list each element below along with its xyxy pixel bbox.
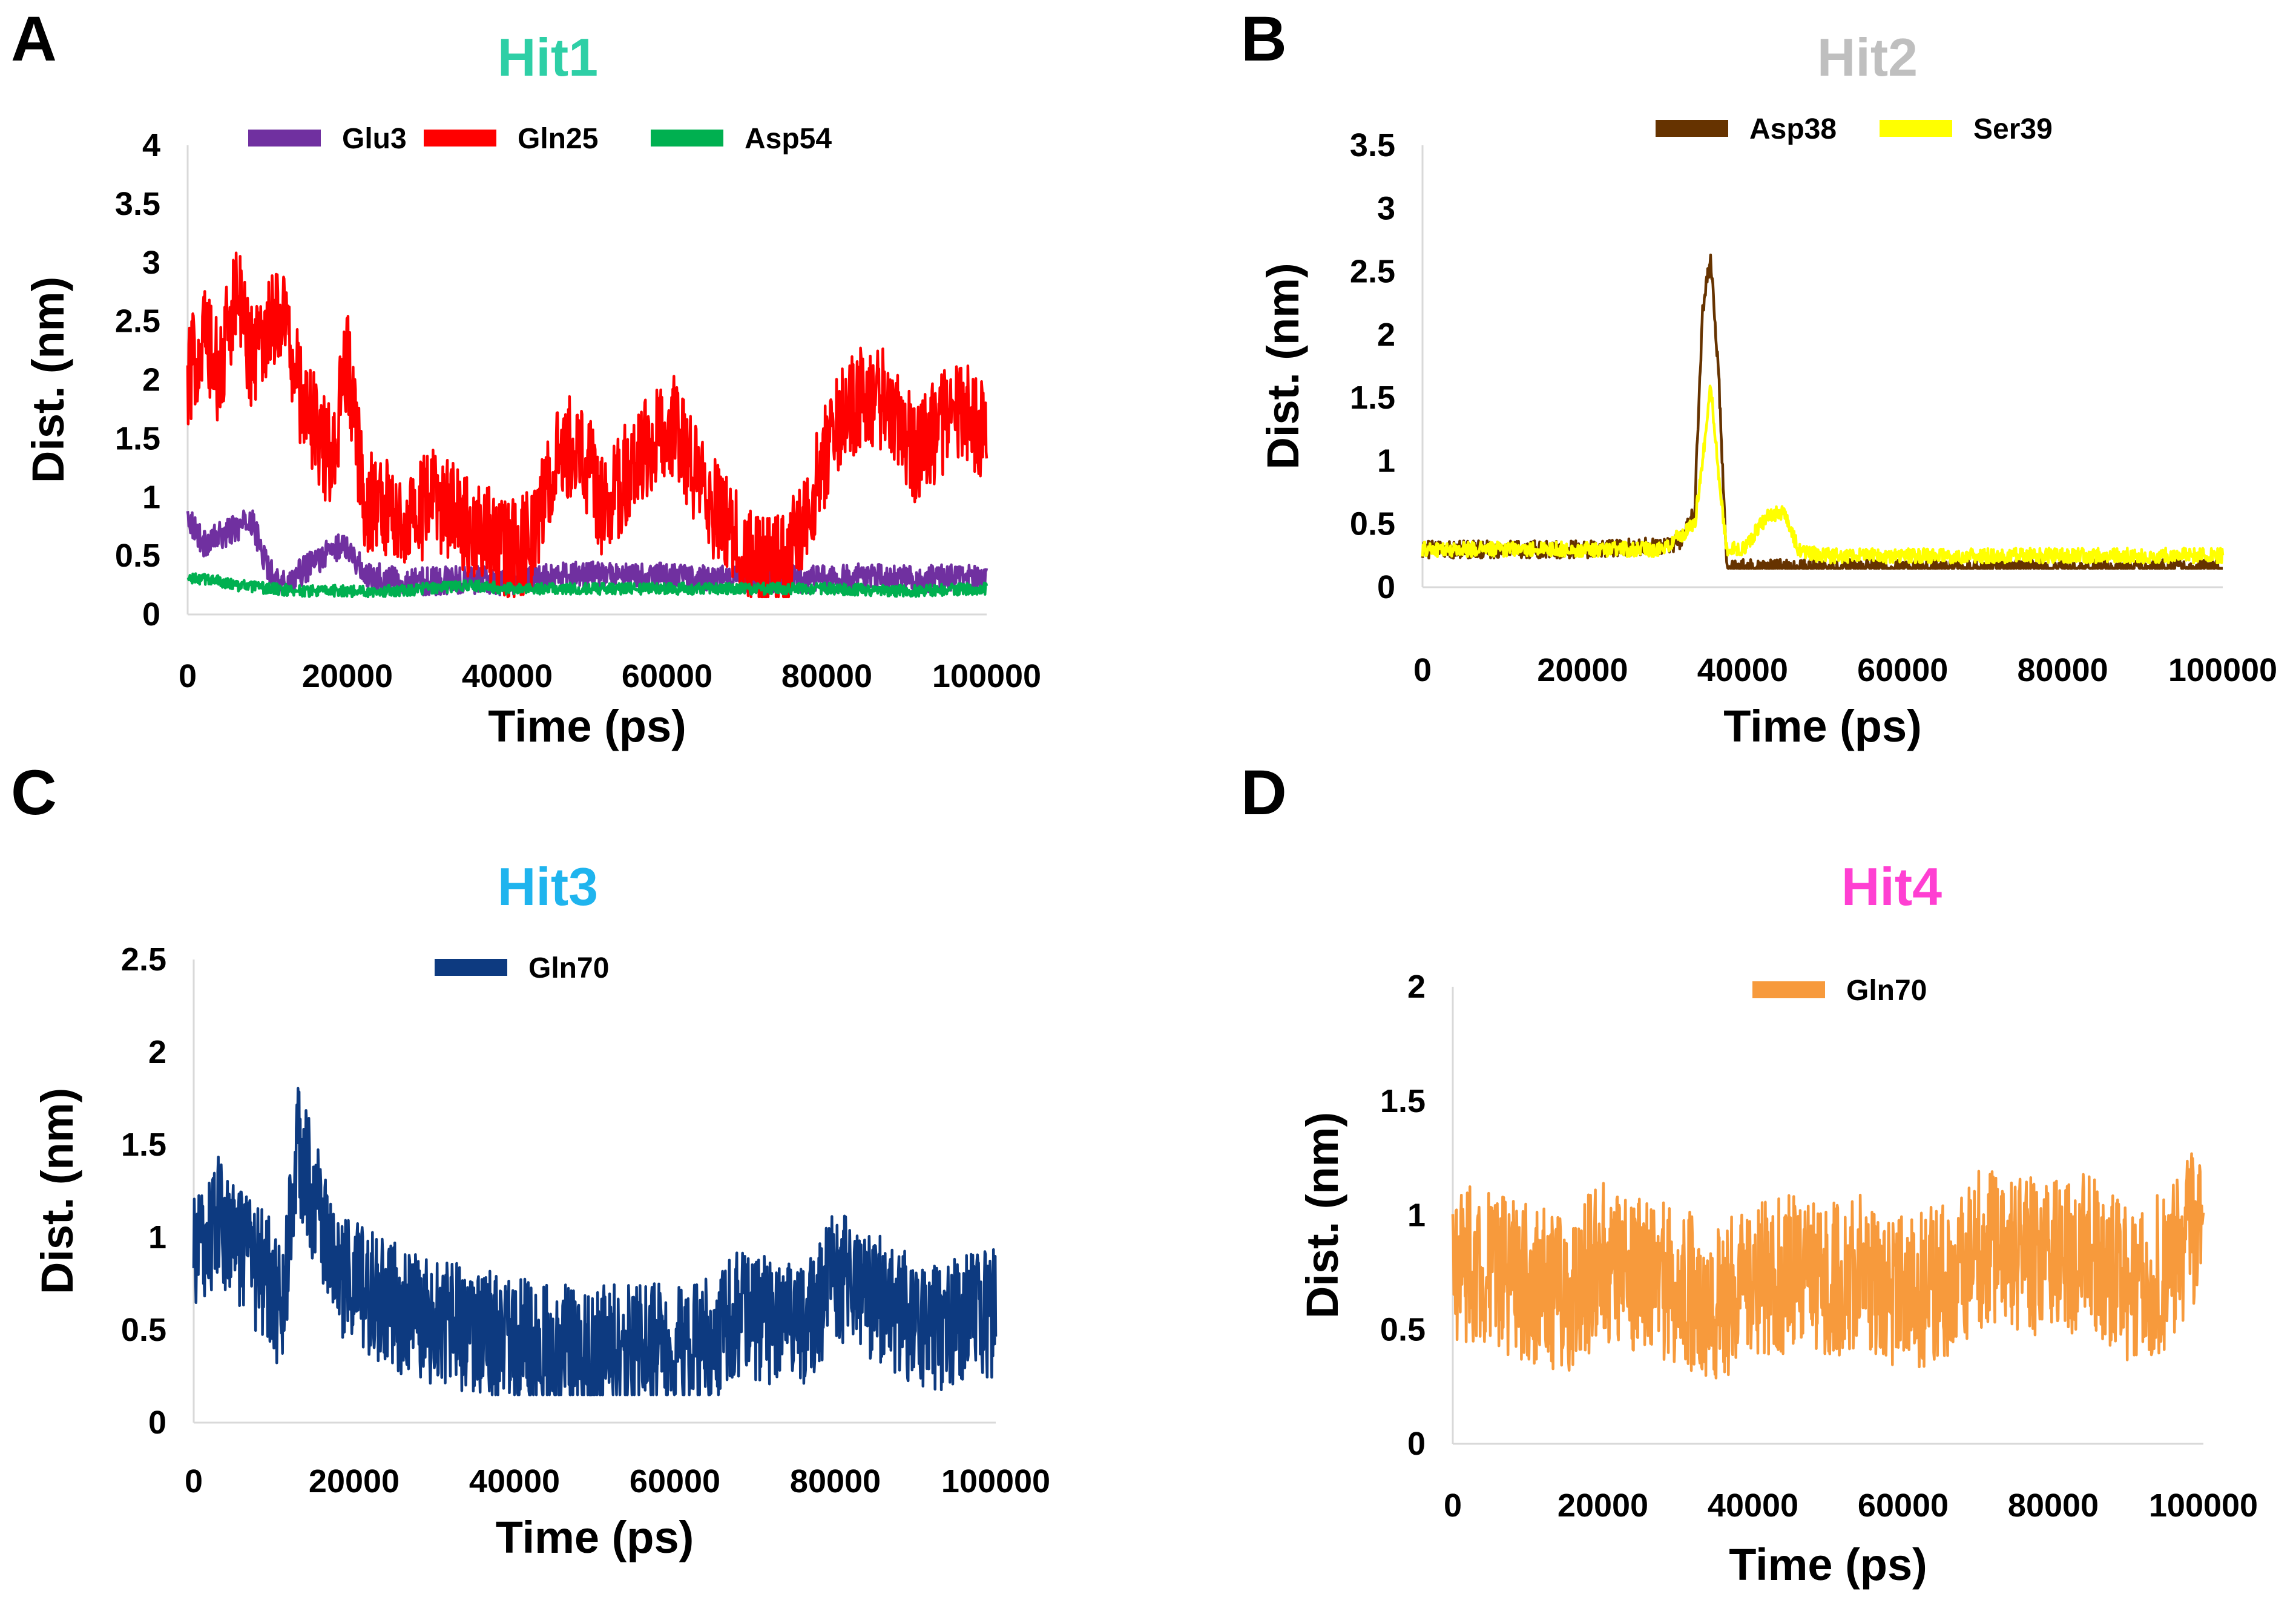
x-tick-label: 100000 (2149, 1487, 2258, 1524)
legend-swatch (435, 959, 507, 976)
y-tick-label: 3.5 (115, 186, 160, 222)
y-tick-label: 0 (1407, 1426, 1426, 1462)
x-tick-label: 60000 (630, 1463, 720, 1500)
y-tick-label: 2 (142, 362, 160, 398)
y-tick-label: 2 (148, 1034, 166, 1070)
y-tick-label: 2 (1377, 317, 1395, 353)
series-line-gln70 (192, 1087, 998, 1397)
chart-title: Hit1 (498, 27, 598, 87)
x-tick-label: 40000 (1697, 652, 1788, 688)
y-tick-label: 2.5 (1350, 254, 1395, 290)
x-tick-label: 20000 (302, 658, 393, 694)
panel-letter: B (1241, 4, 1287, 74)
y-tick-label: 2.5 (115, 303, 160, 340)
panel-c: C Hit3 0 0.5 1 1.5 2 2.5 0 20000 40000 60000 80000 10… (11, 757, 1050, 1562)
x-tick-label: 40000 (462, 658, 553, 694)
x-tick-label: 20000 (1558, 1487, 1648, 1524)
x-tick-label: 0 (1413, 652, 1432, 688)
x-axis-title: Time (ps) (1729, 1539, 1927, 1590)
panel-letter: D (1241, 757, 1287, 828)
x-tick-label: 100000 (941, 1463, 1050, 1500)
x-tick-label: 60000 (1858, 1487, 1949, 1524)
y-tick-label: 2.5 (121, 941, 166, 978)
y-axis-title: Dist. (nm) (1297, 1112, 1347, 1319)
y-tick-label: 4 (142, 127, 160, 163)
x-tick-label: 0 (185, 1463, 203, 1500)
legend-swatch (1656, 120, 1728, 137)
x-tick-label: 80000 (781, 658, 872, 694)
panel-a: A Hit1 0 0.5 1 1.5 2 2.5 3 3.5 4 0 20000 40000 60000 80… (11, 4, 1041, 751)
series-line-gln70 (1451, 1152, 2205, 1380)
legend-swatch (248, 130, 321, 147)
legend-label: Asp38 (1749, 113, 1837, 145)
legend-label: Gln70 (1846, 975, 1927, 1007)
series-line-glu3 (186, 509, 988, 597)
x-tick-label: 80000 (790, 1463, 881, 1500)
legend-label: Ser39 (1973, 113, 2053, 145)
y-axis-title: Dist. (nm) (23, 277, 73, 483)
y-tick-label: 0 (142, 596, 160, 633)
y-tick-label: 0.5 (1350, 506, 1395, 542)
y-tick-label: 0.5 (121, 1312, 166, 1348)
legend-swatch (651, 130, 723, 147)
y-tick-label: 0.5 (1380, 1311, 1426, 1348)
panel-letter: C (11, 757, 57, 828)
legend-swatch (424, 130, 496, 147)
legend-label: Gln70 (528, 952, 609, 984)
x-tick-label: 60000 (622, 658, 712, 694)
y-tick-label: 1.5 (115, 420, 160, 456)
x-tick-label: 40000 (1708, 1487, 1798, 1524)
chart-title: Hit3 (498, 857, 598, 917)
y-tick-label: 2 (1407, 969, 1426, 1005)
x-tick-label: 100000 (2168, 652, 2277, 688)
series-line-asp38 (1421, 253, 2224, 570)
x-tick-label: 0 (179, 658, 197, 694)
legend-swatch (1752, 981, 1825, 998)
y-tick-label: 3 (142, 245, 160, 281)
y-tick-label: 1.5 (1350, 380, 1395, 416)
panel-d: D Hit4 0 0.5 1 1.5 2 0 20000 40000 60000 80000 10000… (1241, 757, 2258, 1590)
legend-label: Asp54 (745, 123, 832, 155)
y-tick-label: 0 (1377, 569, 1395, 605)
x-tick-label: 60000 (1857, 652, 1948, 688)
x-axis-title: Time (ps) (496, 1512, 694, 1562)
series-line-asp54 (186, 572, 988, 599)
chart-title: Hit4 (1841, 857, 1942, 917)
y-tick-label: 0.5 (115, 538, 160, 574)
x-tick-label: 20000 (1537, 652, 1628, 688)
legend-label: Glu3 (342, 123, 407, 155)
x-tick-label: 80000 (2008, 1487, 2099, 1524)
x-axis-title: Time (ps) (1723, 701, 1922, 751)
legend-swatch (1880, 120, 1952, 137)
y-tick-label: 0 (148, 1404, 166, 1441)
y-tick-label: 3 (1377, 190, 1395, 226)
panel-b: B Hit2 0 0.5 1 1.5 2 2.5 3 3.5 0 20000 40000 60000 800… (1241, 4, 2277, 751)
y-tick-label: 1 (1377, 443, 1395, 479)
y-axis-title: Dist. (nm) (1258, 263, 1308, 469)
x-tick-label: 0 (1444, 1487, 1462, 1524)
y-tick-label: 1 (1407, 1197, 1426, 1234)
x-tick-label: 100000 (932, 658, 1041, 694)
x-tick-label: 20000 (309, 1463, 400, 1500)
y-tick-label: 1 (148, 1219, 166, 1256)
y-tick-label: 3.5 (1350, 127, 1395, 163)
y-axis-title: Dist. (nm) (32, 1088, 82, 1294)
series-line-gln25 (186, 251, 988, 599)
panel-letter: A (11, 4, 57, 74)
series-line-ser39 (1421, 384, 2225, 565)
x-tick-label: 80000 (2018, 652, 2108, 688)
chart-title: Hit2 (1817, 27, 1918, 87)
x-axis-title: Time (ps) (488, 701, 686, 751)
legend-label: Gln25 (518, 123, 598, 155)
x-tick-label: 40000 (469, 1463, 560, 1500)
y-tick-label: 1.5 (121, 1127, 166, 1163)
y-tick-label: 1 (142, 479, 160, 515)
y-tick-label: 1.5 (1380, 1083, 1426, 1119)
